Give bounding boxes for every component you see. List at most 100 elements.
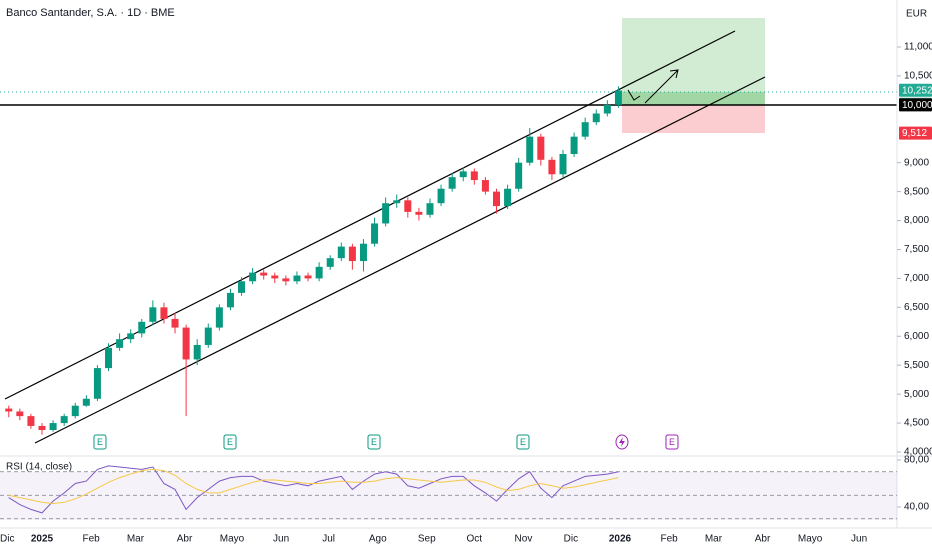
candle-body (238, 281, 246, 293)
candle-body (105, 347, 113, 369)
y-tick-label: 40,00 (904, 502, 929, 513)
candle-body (293, 275, 301, 282)
candle-body (71, 405, 79, 417)
event-label: E (520, 437, 526, 447)
candle-body (182, 327, 190, 360)
x-tick-label: Dic (0, 534, 14, 545)
candle-body (459, 171, 467, 178)
candle-body (60, 416, 68, 424)
y-tick-label: 8,500 (904, 186, 929, 197)
x-tick-label: Oct (467, 534, 483, 545)
x-tick-label: Nov (515, 534, 533, 545)
candle-body (537, 136, 545, 160)
candle-body (315, 266, 323, 279)
x-tick-label: Mayo (220, 534, 245, 545)
candle-body (160, 307, 168, 319)
channel-lower (34, 76, 766, 444)
candle-body (82, 398, 90, 406)
y-tick-label: 6,500 (904, 302, 929, 313)
rsi-band (0, 472, 897, 520)
candle-body (282, 278, 290, 282)
x-tick-label: Feb (660, 534, 678, 545)
rsi-title: RSI (14, close) (6, 462, 72, 473)
candle-body (603, 104, 611, 114)
x-tick-label: Dic (564, 534, 578, 545)
candle-body (5, 408, 13, 412)
candle-body (470, 171, 478, 181)
currency: EUR (906, 9, 927, 20)
candle-body (304, 275, 312, 279)
event-label: E (227, 437, 233, 447)
candle-body (581, 122, 589, 137)
candle-body (260, 272, 268, 276)
x-tick-label: Jun (851, 534, 867, 545)
candle-body (526, 136, 534, 163)
candle-body (204, 327, 212, 345)
event-marker (665, 434, 679, 450)
x-tick-label: Mayo (798, 534, 823, 545)
candle-body (359, 243, 367, 262)
y-tick-label: 8,000 (904, 215, 929, 226)
price-label: 9,512 (902, 128, 927, 139)
candle-body (326, 258, 334, 267)
x-tick-label: Abr (755, 534, 771, 545)
chart-title: Banco Santander, S.A. · 1D · BME (6, 7, 175, 19)
target-zone (622, 18, 765, 105)
event-label: E (371, 437, 377, 447)
candle-body (393, 200, 401, 204)
event-marker (223, 434, 237, 450)
candle-body (16, 411, 24, 417)
candle-body (249, 272, 257, 282)
candle-body (215, 307, 223, 328)
price-label-box (899, 98, 932, 112)
candle-body (93, 368, 101, 399)
candle-body (426, 203, 434, 215)
candle-body (226, 292, 234, 308)
candle-body (415, 211, 423, 215)
y-tick-label: 80,00 (904, 455, 929, 466)
candle-body (127, 333, 135, 340)
x-tick-label: 2026 (609, 534, 632, 545)
y-tick-label: 11,000 (904, 42, 932, 53)
candle-body (570, 136, 578, 155)
candle-body (271, 275, 279, 279)
x-tick-label: Jul (322, 534, 335, 545)
price-label-box (899, 126, 932, 140)
candle-body (515, 162, 523, 189)
candle-body (116, 339, 124, 348)
event-icon (618, 437, 625, 447)
candle-body (614, 90, 622, 105)
event-marker (367, 434, 381, 450)
candle-body (38, 425, 46, 431)
candle-body (171, 318, 179, 328)
event-label: E (97, 437, 103, 447)
projection-arrow (644, 69, 679, 104)
candle-body (448, 177, 456, 189)
rsi-line (8, 468, 619, 505)
candle-body (49, 423, 57, 431)
candle-body (592, 113, 600, 123)
profit-band (622, 92, 765, 105)
candle-body (504, 188, 512, 207)
candle-body (382, 203, 390, 224)
x-tick-label: Mar (705, 534, 723, 545)
x-tick-label: Abr (177, 534, 193, 545)
y-tick-label: 6,000 (904, 331, 929, 342)
x-tick-label: Ago (369, 534, 387, 545)
y-tick-label: 4,0000 (904, 447, 932, 458)
x-tick-label: Feb (82, 534, 100, 545)
candle-body (481, 180, 489, 192)
candle-body (149, 307, 157, 322)
pullback-arrow (627, 89, 641, 101)
candle-body (27, 416, 35, 426)
y-tick-label: 5,000 (904, 389, 929, 400)
stop-zone (622, 105, 765, 133)
y-tick-label: 7,000 (904, 273, 929, 284)
price-label-box (899, 83, 932, 97)
x-tick-label: Sep (418, 534, 436, 545)
y-tick-label: 4,500 (904, 418, 929, 429)
channel-upper (4, 30, 736, 400)
price-label: 10,252 (902, 85, 932, 96)
event-marker (516, 434, 530, 450)
